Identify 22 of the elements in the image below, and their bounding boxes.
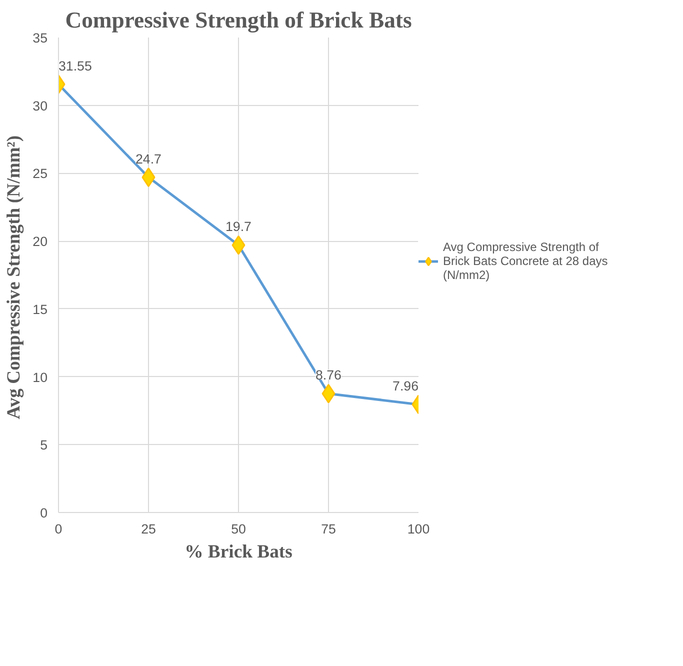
- chart-title: Compressive Strength of Brick Bats: [65, 8, 412, 32]
- data-label: 7.96: [392, 378, 419, 394]
- legend-label: Avg Compressive Strength of Brick Bats Concrete at 28 days (N/mm2): [443, 240, 608, 282]
- x-tick-label: 25: [141, 522, 156, 536]
- y-tick-label: 30: [32, 98, 48, 114]
- y-tick-label: 25: [32, 166, 48, 182]
- x-axis-title: % Brick Bats: [184, 542, 292, 562]
- data-label: 19.7: [226, 219, 252, 234]
- x-tick-label: 100: [407, 522, 430, 536]
- y-tick-label: 35: [32, 30, 48, 46]
- data-label: 24.7: [136, 151, 162, 166]
- y-tick-label: 10: [32, 370, 48, 385]
- data-label: 31.55: [58, 58, 92, 74]
- x-tick-label: 50: [231, 522, 246, 536]
- data-label: 8.76: [316, 368, 342, 383]
- x-tick-label: 0: [54, 522, 62, 536]
- y-tick-label: 0: [40, 506, 48, 520]
- y-tick-label: 20: [32, 234, 48, 250]
- y-tick-label: 5: [40, 438, 48, 453]
- y-axis-title: Avg Compressive Strength (N/mm²): [4, 135, 25, 420]
- y-tick-label: 15: [32, 302, 48, 317]
- x-tick-label: 75: [321, 522, 336, 536]
